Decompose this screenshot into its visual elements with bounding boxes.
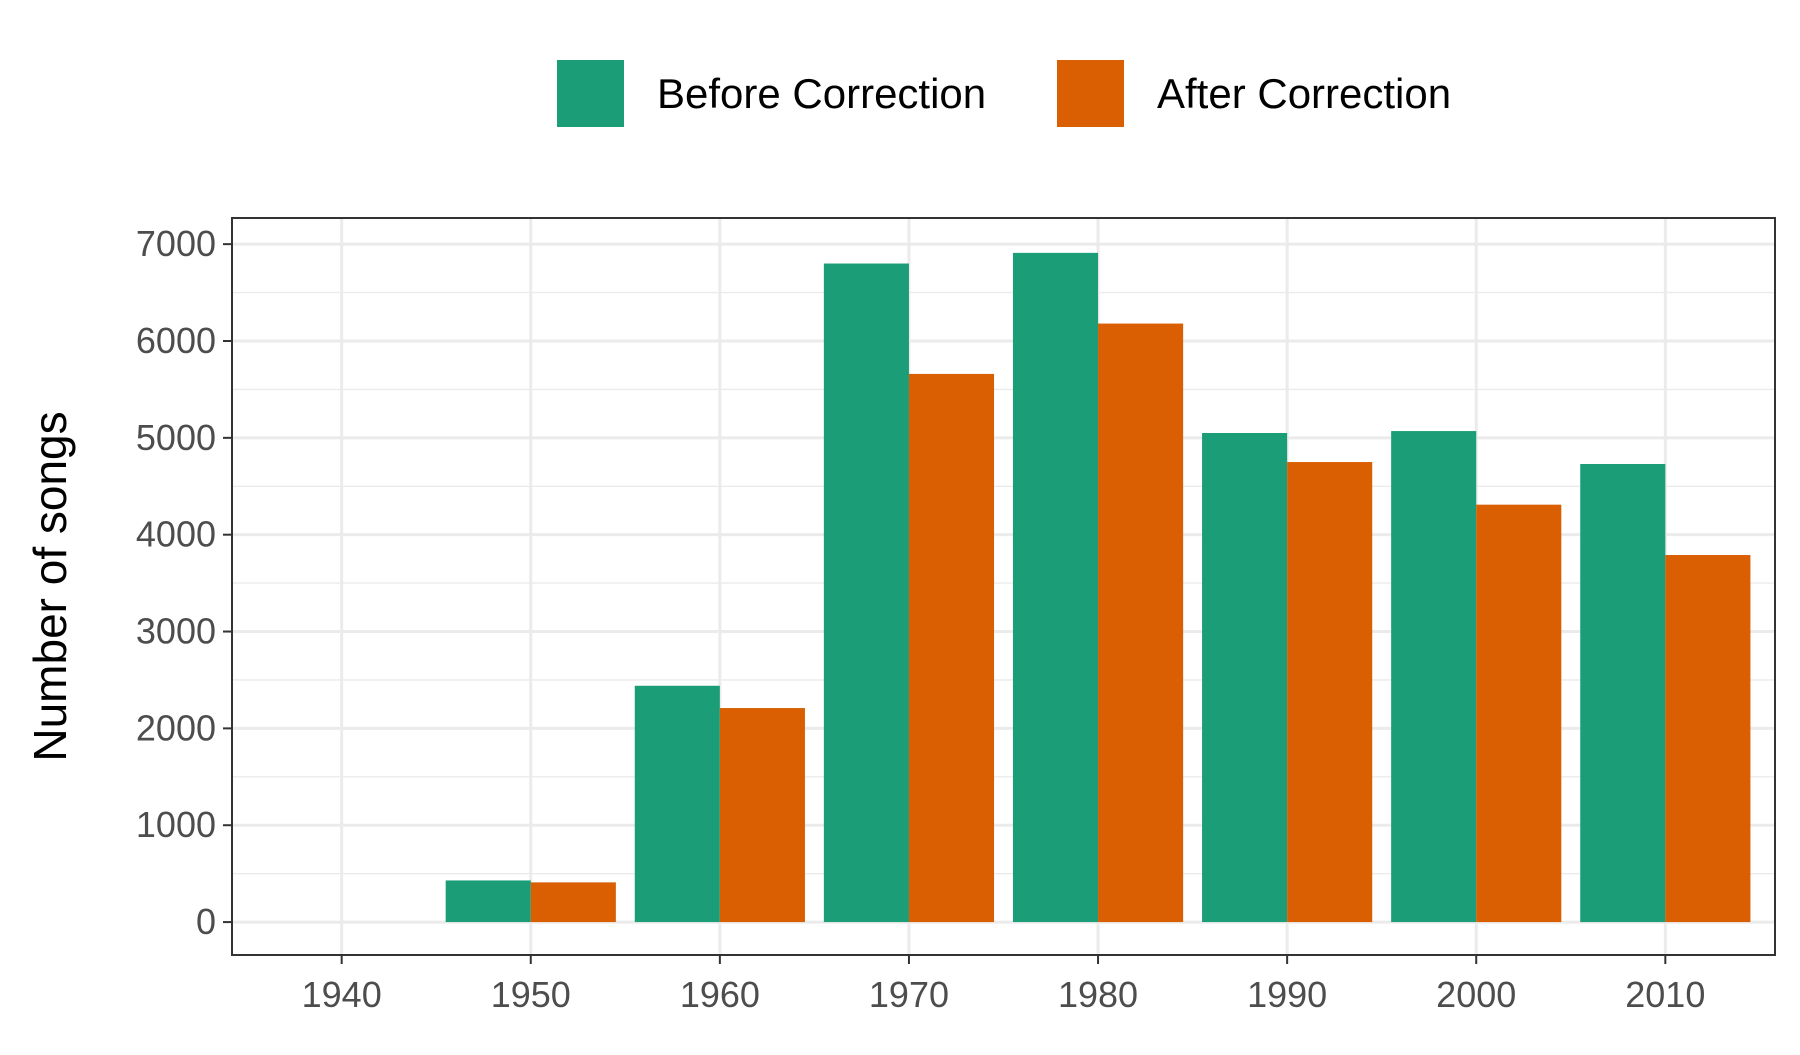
bar-after-correction-1960 [719,708,805,923]
bar-after-correction-2010 [1665,555,1751,923]
y-tick-label: 7000 [136,223,216,264]
x-tick-label: 1960 [680,974,760,1015]
x-tick-label: 1950 [491,974,571,1015]
y-tick-label: 4000 [136,514,216,555]
plot-border [231,217,1776,956]
y-tick-label: 1000 [136,804,216,845]
y-axis-label: Number of songs [24,411,76,761]
bar-after-correction-1980 [1098,323,1184,923]
bar-before-correction-1980 [1012,252,1099,923]
bar-after-correction-1970 [908,373,995,923]
legend-label-2: After Correction [1157,70,1451,117]
x-tick-label: 2010 [1625,974,1705,1015]
x-tick-label: 1940 [302,974,382,1015]
y-tick-label: 3000 [136,611,216,652]
bar-before-correction-1960 [634,685,720,923]
x-tick-label: 1970 [869,974,949,1015]
x-tick-label: 2000 [1436,974,1516,1015]
x-tick-label: 1990 [1247,974,1327,1015]
y-tick-label: 0 [196,901,216,942]
legend-label-1: Before Correction [657,70,986,117]
bar-after-correction-1990 [1287,462,1373,923]
x-tick-label: 1980 [1058,974,1138,1015]
bar-before-correction-1950 [445,880,531,923]
y-tick-label: 5000 [136,417,216,458]
bar-after-correction-1950 [530,882,616,923]
y-tick-label: 2000 [136,707,216,748]
bar-before-correction-1990 [1202,432,1288,923]
legend-swatch-2 [1057,60,1124,127]
y-tick-label: 6000 [136,320,216,361]
bar-after-correction-2000 [1476,504,1562,923]
bar-before-correction-2000 [1391,431,1477,923]
bar-before-correction-1970 [823,263,909,923]
legend-swatch-1 [557,60,624,127]
bar-before-correction-2010 [1580,463,1666,923]
